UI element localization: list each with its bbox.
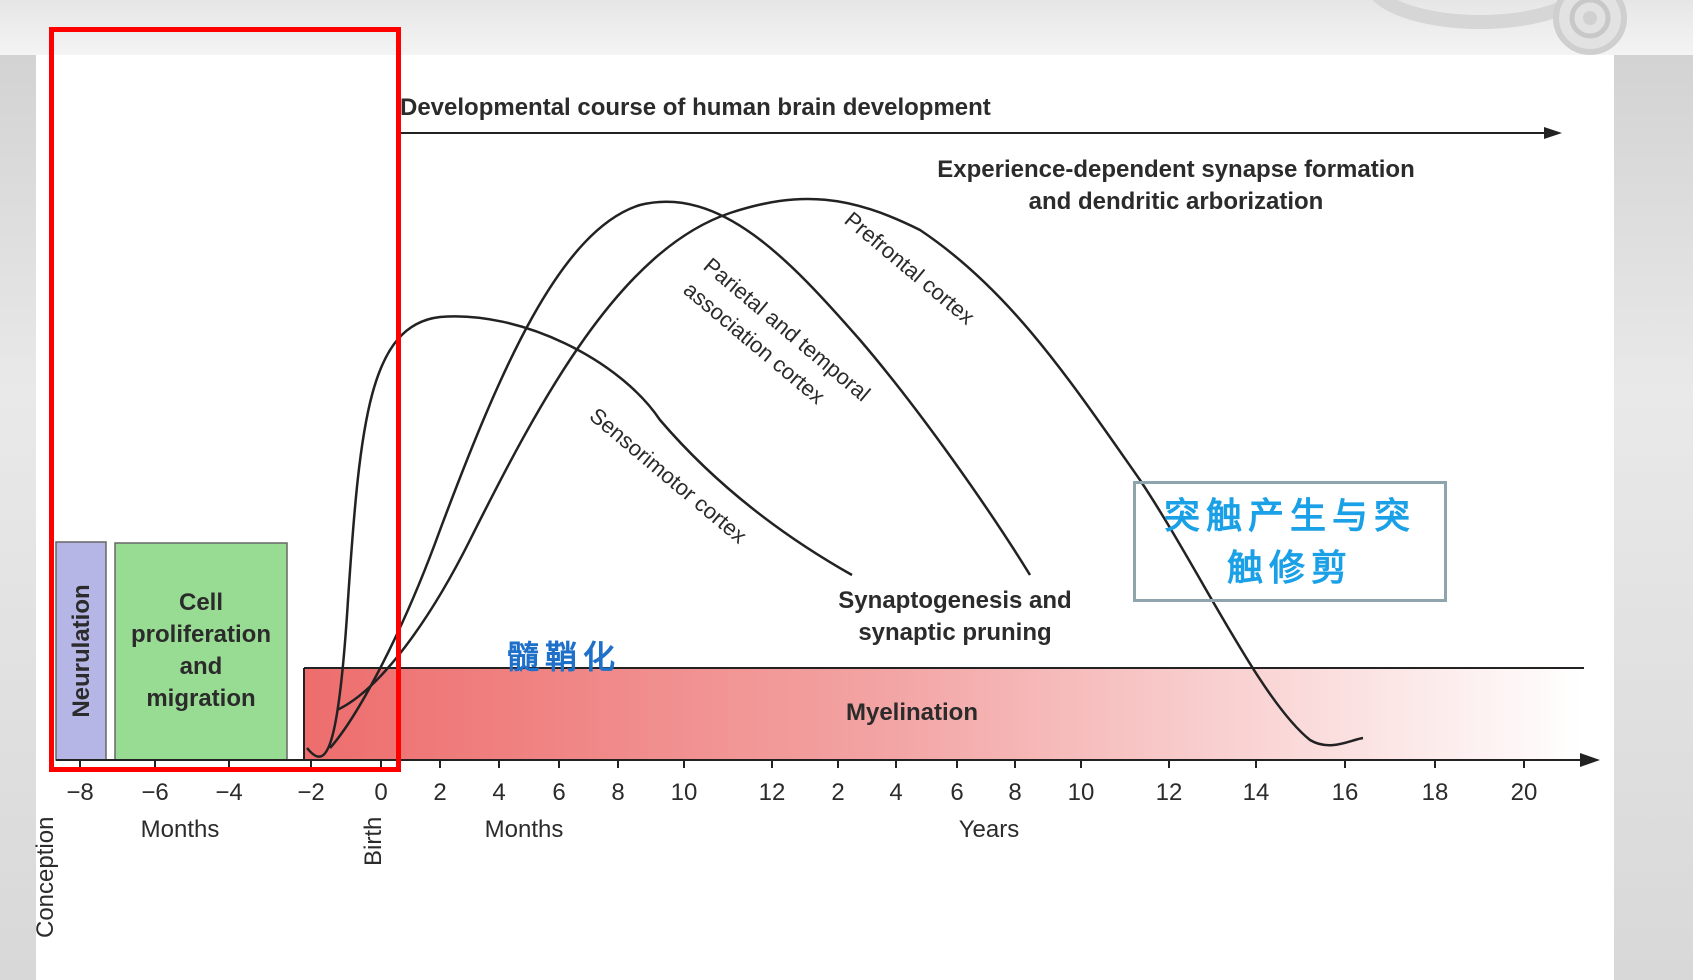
synapse-callout-box: 突触产生与突 触修剪 <box>1133 481 1447 602</box>
prefrontal-curve <box>336 197 1364 747</box>
myelination-label: Myelination <box>846 699 978 726</box>
axis-tick-label: 4 <box>889 779 902 806</box>
years-label: Years <box>959 816 1020 843</box>
axis-tick-labels: −8 −6 −4 −2 0 2 4 6 8 10 12 2 4 6 8 10 12 14 16 18 20 <box>66 779 1537 806</box>
axis-tick-label: 2 <box>433 779 446 806</box>
cell-proliferation-label-1: Cell <box>179 589 223 616</box>
synapse-callout-line-1: 突触产生与突 <box>1163 495 1416 537</box>
axis-tick-label: 2 <box>831 779 844 806</box>
axis-tick-label: 10 <box>1068 779 1095 806</box>
neurulation-label: Neurulation <box>68 584 95 717</box>
parietal-temporal-curve <box>329 200 1032 749</box>
axis-tick-label: 0 <box>374 779 387 806</box>
axis-tick-label: −4 <box>215 779 242 806</box>
axis-tick-label: 8 <box>1008 779 1021 806</box>
experience-label-2: and dendritic arborization <box>1029 188 1324 215</box>
myelination-bar <box>304 668 1584 760</box>
experience-label-1: Experience-dependent synapse formation <box>937 156 1414 183</box>
cell-proliferation-label-3: and <box>180 653 223 680</box>
neurulation-bar <box>55 541 107 761</box>
axis-tick-label: 12 <box>1156 779 1183 806</box>
axis-tick-label: 8 <box>611 779 624 806</box>
diagram-title: Developmental course of human brain deve… <box>400 94 991 121</box>
cell-proliferation-label-2: proliferation <box>131 621 271 648</box>
axis-tick-label: −8 <box>66 779 93 806</box>
sensorimotor-label: Sensorimotor cortex <box>585 403 752 549</box>
prenatal-highlight-box <box>49 27 401 772</box>
axis-tick-label: 18 <box>1422 779 1449 806</box>
axis-tick-label: 16 <box>1332 779 1359 806</box>
sensorimotor-curve <box>306 315 853 758</box>
synapse-callout-line-2: 触修剪 <box>1226 547 1353 589</box>
time-axis-arrow-head <box>1580 753 1600 767</box>
slide-decoration-circles-icon <box>1372 0 1627 55</box>
axis-tick-label: −6 <box>141 779 168 806</box>
axis-tick-label: 20 <box>1511 779 1538 806</box>
cell-proliferation-label-4: migration <box>146 685 255 712</box>
axis-tick-label: 6 <box>950 779 963 806</box>
axis-tick-label: 10 <box>671 779 698 806</box>
synaptogenesis-label-2: synaptic pruning <box>858 619 1051 646</box>
months-label-prenatal: Months <box>141 816 220 843</box>
months-label-postnatal: Months <box>485 816 564 843</box>
axis-tick-label: 14 <box>1243 779 1270 806</box>
title-arrow-head <box>1544 127 1562 139</box>
axis-tick-label: 6 <box>552 779 565 806</box>
axis-tick-label: 4 <box>492 779 505 806</box>
cell-proliferation-bar <box>114 542 288 761</box>
synaptogenesis-label-1: Synaptogenesis and <box>838 587 1071 614</box>
axis-tick-marks <box>79 760 1525 768</box>
axis-tick-label: 12 <box>759 779 786 806</box>
slide-canvas <box>36 55 1614 980</box>
birth-label: Birth <box>360 817 387 866</box>
myelination-cn-annotation: 髓鞘化 <box>507 638 621 676</box>
conception-label: Conception <box>32 817 59 938</box>
axis-tick-label: −2 <box>297 779 324 806</box>
